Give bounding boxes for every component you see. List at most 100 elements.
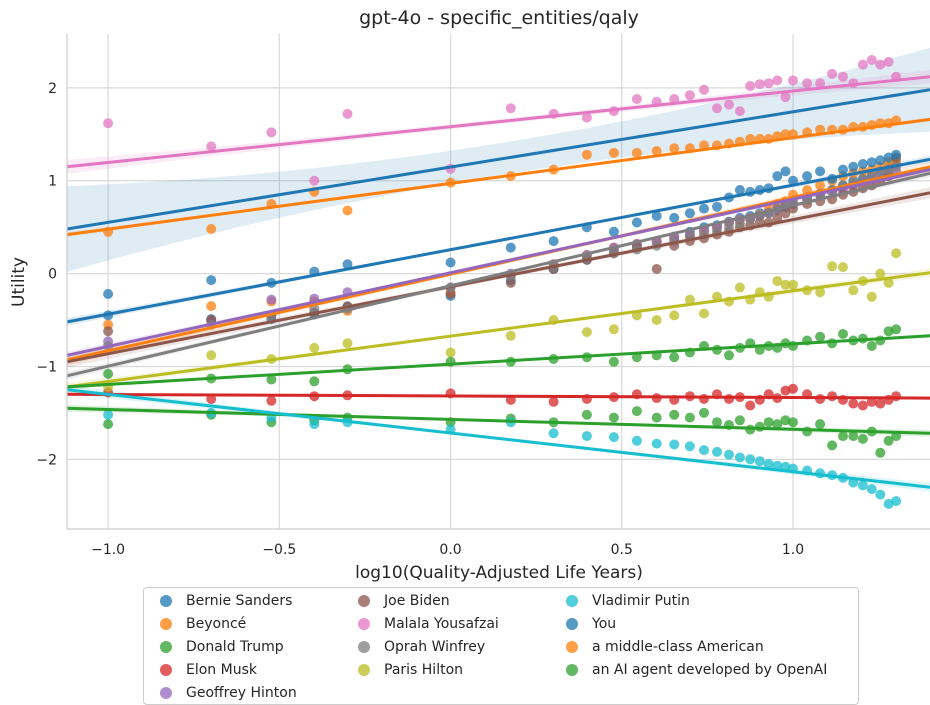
data-point: [581, 409, 592, 420]
data-point: [699, 407, 709, 418]
legend-label: Geoffrey Hinton: [186, 685, 297, 701]
x-tick-label: 1.0: [782, 542, 804, 558]
data-point: [827, 68, 838, 79]
data-point: [866, 341, 877, 351]
legend: Bernie Sanders Beyoncé Donald Trump Elon Mu…: [143, 587, 859, 705]
data-point: [883, 498, 894, 509]
data-point: [815, 180, 826, 191]
data-point: [772, 276, 783, 286]
legend-item: Paris Hilton: [358, 659, 463, 681]
legend-label: an AI agent developed by OpenAI: [592, 662, 828, 678]
data-point: [891, 248, 902, 259]
data-point: [875, 398, 886, 409]
legend-item: Elon Musk: [160, 659, 257, 681]
data-point: [891, 324, 902, 335]
data-point: [745, 133, 756, 144]
legend-item: Vladimir Putin: [566, 590, 690, 612]
data-point: [745, 454, 756, 465]
data-point: [802, 171, 813, 182]
legend-marker: [566, 595, 578, 607]
data-point: [669, 310, 680, 321]
data-point: [631, 217, 642, 228]
legend-item: a middle-class American: [566, 636, 764, 658]
data-point: [608, 226, 619, 237]
legend-label: Joe Biden: [384, 593, 450, 609]
data-point: [866, 55, 877, 65]
data-point: [848, 431, 859, 442]
data-point: [684, 412, 695, 423]
data-point: [608, 432, 619, 443]
data-point: [631, 94, 642, 104]
data-point: [342, 259, 353, 270]
data-point: [669, 143, 680, 154]
data-point: [883, 277, 894, 288]
data-point: [548, 396, 559, 407]
legend-item: Malala Yousafzai: [358, 613, 499, 635]
data-point: [206, 394, 217, 404]
data-point: [875, 155, 886, 166]
data-point: [734, 452, 745, 463]
data-point: [815, 287, 826, 298]
legend-item: Geoffrey Hinton: [160, 682, 297, 704]
data-point: [788, 417, 798, 428]
regression-line: [66, 88, 930, 231]
data-point: [651, 264, 662, 274]
legend-label: Oprah Winfrey: [384, 639, 486, 655]
data-point: [266, 127, 277, 138]
legend-item: Donald Trump: [160, 636, 284, 658]
legend-marker: [358, 618, 370, 630]
data-point: [788, 383, 798, 394]
data-point: [103, 419, 114, 430]
data-point: [445, 347, 456, 358]
data-point: [815, 331, 826, 342]
data-point: [651, 315, 662, 325]
data-point: [103, 368, 114, 379]
legend-item: Beyoncé: [160, 613, 246, 635]
data-point: [815, 419, 826, 430]
x-tick-label: −0.5: [262, 542, 296, 558]
data-point: [548, 428, 559, 439]
data-point: [724, 394, 734, 404]
y-axis-label: Utility: [9, 257, 29, 307]
data-point: [734, 185, 745, 195]
legend-marker: [566, 641, 578, 653]
legend-label: Malala Yousafzai: [384, 616, 499, 632]
data-point: [772, 75, 783, 86]
data-point: [608, 412, 619, 423]
legend-label: Bernie Sanders: [186, 593, 293, 609]
regression-line: [66, 406, 930, 435]
data-point: [848, 161, 859, 172]
regression-line: [66, 271, 930, 389]
data-point: [581, 431, 592, 442]
legend-label: a middle-class American: [592, 639, 764, 655]
data-point: [669, 352, 680, 363]
data-point: [772, 171, 783, 182]
data-point: [763, 417, 774, 428]
data-point: [891, 496, 902, 507]
data-point: [608, 147, 619, 158]
data-point: [838, 71, 848, 82]
data-point: [802, 78, 813, 89]
data-point: [505, 330, 516, 341]
data-point: [848, 398, 859, 409]
legend-marker: [160, 687, 172, 699]
regression-line: [66, 168, 930, 357]
data-point: [699, 445, 709, 456]
data-point: [684, 90, 695, 101]
data-point: [631, 147, 642, 158]
data-point: [206, 350, 217, 361]
data-point: [838, 262, 848, 273]
data-point: [581, 112, 592, 123]
data-point: [780, 385, 791, 396]
regression-lines: [66, 75, 930, 489]
x-tick-label: −1.0: [91, 542, 125, 558]
data-point: [206, 275, 217, 286]
regression-line: [66, 75, 930, 169]
data-point: [103, 289, 114, 299]
data-point: [780, 129, 791, 140]
data-point: [699, 394, 709, 404]
data-point: [848, 285, 859, 296]
data-point: [875, 447, 886, 458]
data-point: [780, 92, 791, 103]
data-point: [802, 426, 813, 437]
